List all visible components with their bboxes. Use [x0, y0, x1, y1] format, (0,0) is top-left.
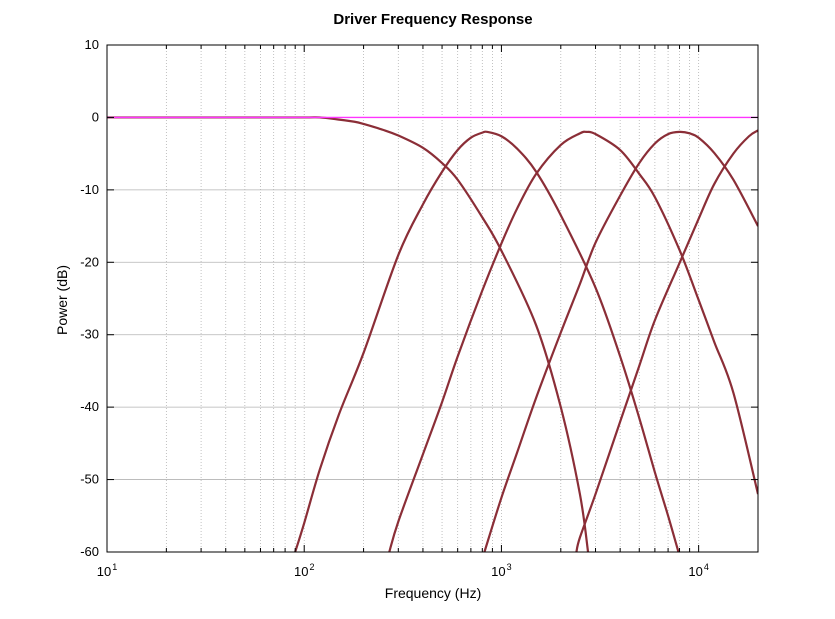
y-tick-label: -20 — [80, 254, 99, 269]
driver-response-line-4 — [483, 130, 758, 552]
driver-response-line-2 — [294, 130, 680, 552]
tick-layer — [106, 44, 759, 553]
tick-label-layer: 10 0 -10 -20 -30 -40 -50 -60 101 102 103 104 — [80, 37, 709, 579]
grid-layer — [107, 45, 759, 552]
y-tick-label: -30 — [80, 327, 99, 342]
driver-response-line-5 — [575, 129, 758, 552]
driver-response-line-3 — [388, 130, 758, 552]
y-tick-label: -40 — [80, 399, 99, 414]
y-tick-label: 0 — [92, 109, 99, 124]
y-tick-label: -60 — [80, 544, 99, 559]
x-tick-label: 103 — [491, 562, 511, 579]
plot-frame — [106, 44, 759, 553]
series-layer — [107, 116, 758, 552]
x-tick-label: 104 — [688, 562, 708, 579]
x-tick-label: 101 — [97, 562, 117, 579]
y-tick-label: -10 — [80, 182, 99, 197]
chart-title: Driver Frequency Response — [333, 11, 532, 28]
y-tick-label: -50 — [80, 472, 99, 487]
x-tick-label: 102 — [294, 562, 314, 579]
y-axis-label: Power (dB) — [54, 265, 70, 335]
x-axis-label: Frequency (Hz) — [385, 585, 481, 601]
y-tick-label: 10 — [85, 37, 99, 52]
